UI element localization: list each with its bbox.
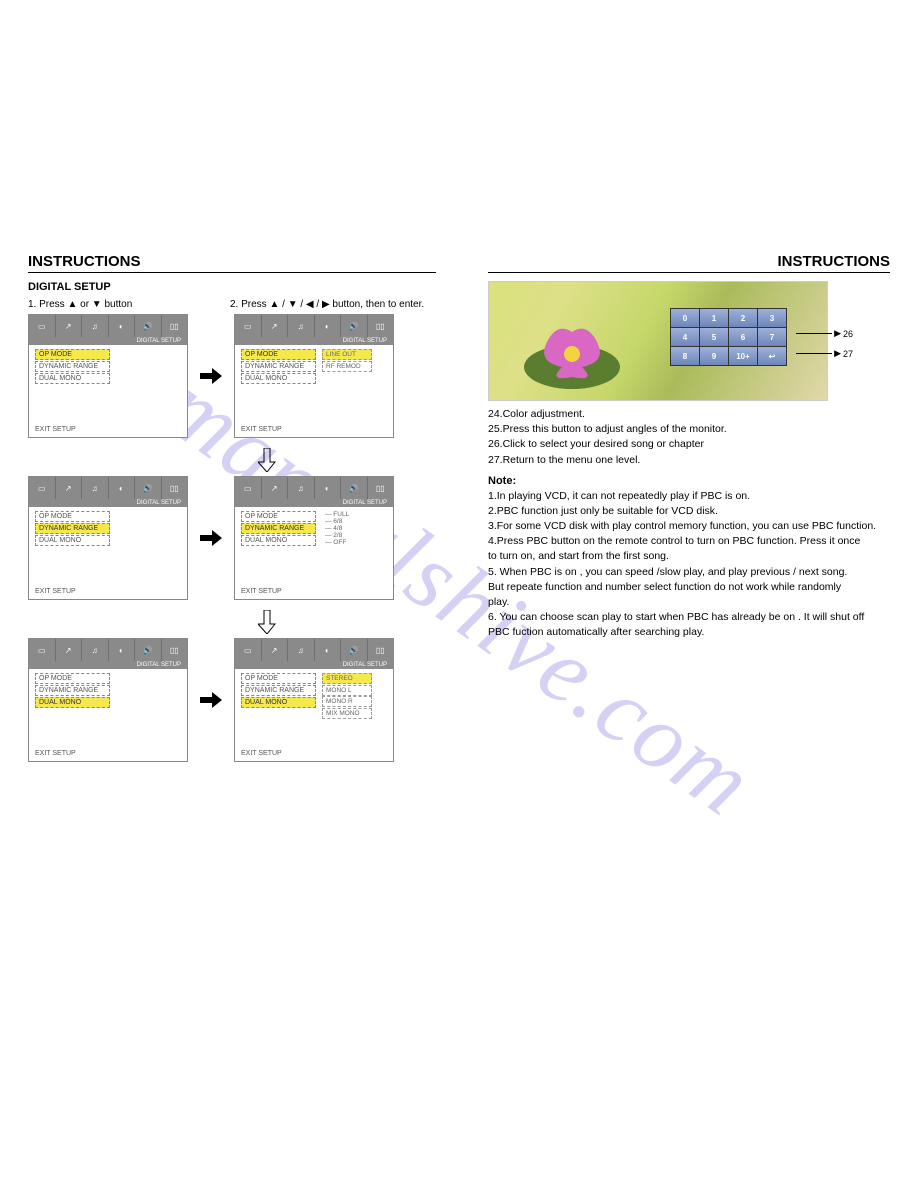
list-item: 25.Press this button to adjust angles of… bbox=[488, 422, 890, 436]
submenu-item: MIX MONO bbox=[322, 708, 372, 719]
heading-left: INSTRUCTIONS bbox=[28, 253, 436, 273]
menu-panel-3-right: ▭↗♫◐🔊▯▯ DIGITAL SETUP OP MODE DYNAMIC RA… bbox=[234, 638, 394, 762]
note-item: 1.In playing VCD, it can not repeatedly … bbox=[488, 489, 890, 503]
submenu-item: LINE OUT bbox=[322, 349, 372, 360]
flower-illustration bbox=[517, 312, 627, 392]
tab-icon: ▯▯ bbox=[162, 315, 188, 337]
submenu-item: MONO R bbox=[322, 696, 372, 707]
submenu-item: — 4/8 bbox=[322, 525, 352, 532]
menu-panel-1-left: ▭ ↗ ♫ ◐ 🔊 ▯▯ DIGITAL SETUP OP MODE DYNAM… bbox=[28, 314, 188, 438]
note-item: 6. You can choose scan play to start whe… bbox=[488, 610, 890, 624]
keypad-key: 0 bbox=[671, 309, 699, 327]
menu-item: DUAL MONO bbox=[241, 697, 316, 708]
submenu: LINE OUT RF REMOD bbox=[322, 349, 372, 372]
menu-panel-3-left: ▭↗♫◐🔊▯▯ DIGITAL SETUP OP MODE DYNAMIC RA… bbox=[28, 638, 188, 762]
menu-item: DYNAMIC RANGE bbox=[35, 361, 110, 372]
submenu-item: MONO L bbox=[322, 685, 372, 696]
submenu: STEREO MONO L MONO R MIX MONO bbox=[322, 673, 372, 719]
sub-heading: DIGITAL SETUP bbox=[28, 281, 436, 293]
note-heading: Note: bbox=[488, 475, 890, 487]
list-item: 24.Color adjustment. bbox=[488, 407, 890, 421]
menu-item: DYNAMIC RANGE bbox=[35, 523, 110, 534]
keypad-key: 10+ bbox=[729, 347, 757, 365]
menu-item: OP MODE bbox=[35, 349, 110, 360]
keypad-key: 9 bbox=[700, 347, 728, 365]
menu-panel-2-right: ▭↗♫◐🔊▯▯ DIGITAL SETUP OP MODE DYNAMIC RA… bbox=[234, 476, 394, 600]
submenu-item: — 2/8 bbox=[322, 532, 352, 539]
submenu-item: — 6/8 bbox=[322, 518, 352, 525]
step1-text: 1. Press ▲ or ▼ button bbox=[28, 299, 230, 310]
submenu-item: — OFF bbox=[322, 539, 352, 546]
menu-item: DYNAMIC RANGE bbox=[35, 685, 110, 696]
keypad-key: 4 bbox=[671, 328, 699, 346]
menu-item: OP MODE bbox=[241, 673, 316, 684]
note-item: But repeate function and number select f… bbox=[488, 580, 890, 594]
right-column: INSTRUCTIONS 0 1 2 3 4 5 6 7 8 9 bbox=[488, 253, 890, 772]
arrow-right-icon bbox=[196, 367, 226, 385]
arrow-right-icon bbox=[196, 529, 226, 547]
menu-footer: EXIT SETUP bbox=[29, 423, 187, 437]
menu-item: OP MODE bbox=[35, 511, 110, 522]
menu-item: DUAL MONO bbox=[35, 697, 110, 708]
note-item: 2.PBC function just only be suitable for… bbox=[488, 504, 890, 518]
keypad-key: 8 bbox=[671, 347, 699, 365]
arrow-down-icon bbox=[98, 448, 436, 472]
callout-26: ▶26 bbox=[796, 328, 853, 339]
menu-item: OP MODE bbox=[241, 349, 316, 360]
tab-icon: ↗ bbox=[56, 315, 83, 337]
heading-right: INSTRUCTIONS bbox=[488, 253, 890, 273]
tab-icon: ▭ bbox=[29, 315, 56, 337]
menu-item: DUAL MONO bbox=[35, 373, 110, 384]
menu-item: DYNAMIC RANGE bbox=[241, 361, 316, 372]
menu-item: DYNAMIC RANGE bbox=[241, 523, 316, 534]
submenu-item: STEREO bbox=[322, 673, 372, 684]
keypad-key: 7 bbox=[758, 328, 786, 346]
tab-icon: ♫ bbox=[82, 315, 109, 337]
menu-item: DYNAMIC RANGE bbox=[241, 685, 316, 696]
menu-panel-1-right: ▭↗♫◐🔊▯▯ DIGITAL SETUP OP MODE DYNAMIC RA… bbox=[234, 314, 394, 438]
arrow-down-icon bbox=[98, 610, 436, 634]
tab-icon: 🔊 bbox=[135, 315, 162, 337]
menu-item: OP MODE bbox=[35, 673, 110, 684]
keypad-key: 3 bbox=[758, 309, 786, 327]
keypad-key: 5 bbox=[700, 328, 728, 346]
note-item: 3.For some VCD disk with play control me… bbox=[488, 519, 890, 533]
menu-item: DUAL MONO bbox=[241, 535, 316, 546]
tab-icon: ◐ bbox=[109, 315, 136, 337]
submenu-item: RF REMOD bbox=[322, 361, 372, 372]
numbered-list: 24.Color adjustment. 25.Press this butto… bbox=[488, 407, 890, 467]
menu-item: DUAL MONO bbox=[35, 535, 110, 546]
submenu: — FULL — 6/8 — 4/8 — 2/8 — OFF bbox=[322, 511, 352, 546]
keypad: 0 1 2 3 4 5 6 7 8 9 10+ ↩ bbox=[670, 308, 787, 366]
list-item: 26.Click to select your desired song or … bbox=[488, 437, 890, 451]
menu-item: OP MODE bbox=[241, 511, 316, 522]
keypad-key: 1 bbox=[700, 309, 728, 327]
menu-item: DUAL MONO bbox=[241, 373, 316, 384]
submenu-item: — FULL bbox=[322, 511, 352, 518]
note-item: play. bbox=[488, 595, 890, 609]
page-content: INSTRUCTIONS DIGITAL SETUP 1. Press ▲ or… bbox=[28, 253, 890, 772]
note-item: PBC fuction automatically after searchin… bbox=[488, 625, 890, 639]
keypad-key: 6 bbox=[729, 328, 757, 346]
menu-panel-2-left: ▭↗♫◐🔊▯▯ DIGITAL SETUP OP MODE DYNAMIC RA… bbox=[28, 476, 188, 600]
monitor-preview-image: 0 1 2 3 4 5 6 7 8 9 10+ ↩ ▶26 ▶27 bbox=[488, 281, 828, 401]
note-item: to turn on, and start from the first son… bbox=[488, 549, 890, 563]
left-column: INSTRUCTIONS DIGITAL SETUP 1. Press ▲ or… bbox=[28, 253, 436, 772]
notes-list: 1.In playing VCD, it can not repeatedly … bbox=[488, 489, 890, 640]
list-item: 27.Return to the menu one level. bbox=[488, 453, 890, 467]
keypad-key: 2 bbox=[729, 309, 757, 327]
keypad-key: ↩ bbox=[758, 347, 786, 365]
menu-tabs: ▭ ↗ ♫ ◐ 🔊 ▯▯ bbox=[29, 315, 187, 337]
note-item: 5. When PBC is on , you can speed /slow … bbox=[488, 565, 890, 579]
menu-subtitle: DIGITAL SETUP bbox=[29, 337, 187, 345]
step2-text: 2. Press ▲ / ▼ / ◀ / ▶ button, then to e… bbox=[230, 299, 436, 310]
arrow-right-icon bbox=[196, 691, 226, 709]
callout-27: ▶27 bbox=[796, 348, 853, 359]
note-item: 4.Press PBC button on the remote control… bbox=[488, 534, 890, 548]
